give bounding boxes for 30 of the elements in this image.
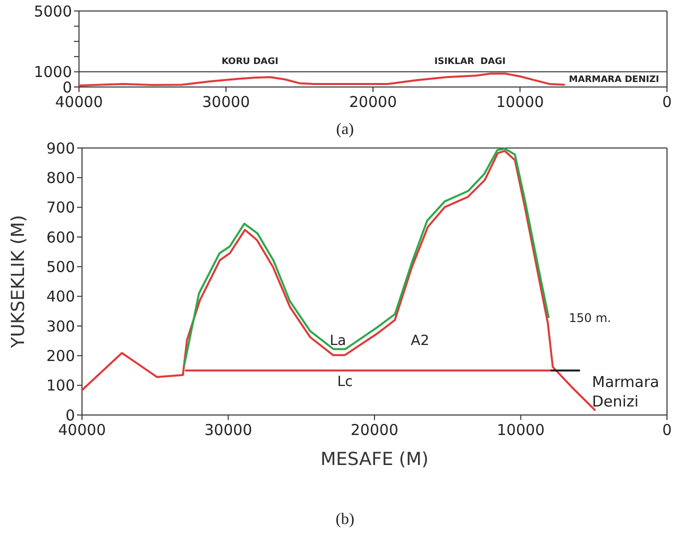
annotation: ISIKLAR DAGI <box>434 57 506 67</box>
x-tick-label: 20000 <box>350 421 398 439</box>
y-tick-label: 300 <box>46 317 75 336</box>
y-tick-label: 5000 <box>34 2 72 20</box>
x-tick-label: 20000 <box>349 93 397 111</box>
annotation: Lc <box>337 374 353 390</box>
text: (b) <box>336 511 354 528</box>
annotation: KORU DAGI <box>222 57 278 67</box>
text: (a) <box>336 121 354 138</box>
y-tick-label: 800 <box>46 168 75 187</box>
x-tick-label: 10000 <box>496 421 545 439</box>
y-tick-label: 900 <box>46 139 75 158</box>
annotation: La <box>330 332 346 349</box>
annotation: A2 <box>410 333 430 349</box>
y-tick-label: 200 <box>46 346 75 365</box>
x-tick-label: 0 <box>662 93 672 111</box>
x-axis-title: MESAFE (M) <box>320 449 428 470</box>
x-tick-label: 30000 <box>204 421 252 439</box>
x-tick-label: 30000 <box>202 93 250 111</box>
y-tick-label: 100 <box>46 376 75 395</box>
annotation: MARMARA DENIZI <box>568 75 660 85</box>
y-tick-label: 600 <box>46 228 75 246</box>
y-tick-label: 700 <box>46 198 75 217</box>
x-tick-label: 10000 <box>496 93 544 111</box>
y-tick-label: 400 <box>46 288 75 306</box>
annotation: Marmara Denizi <box>592 373 660 410</box>
annotation: 150 m. <box>568 311 612 325</box>
y-tick-label: 500 <box>46 258 75 276</box>
x-tick-label: 0 <box>662 421 672 439</box>
y-axis-title: YUKSEKLIK (M) <box>8 214 29 350</box>
